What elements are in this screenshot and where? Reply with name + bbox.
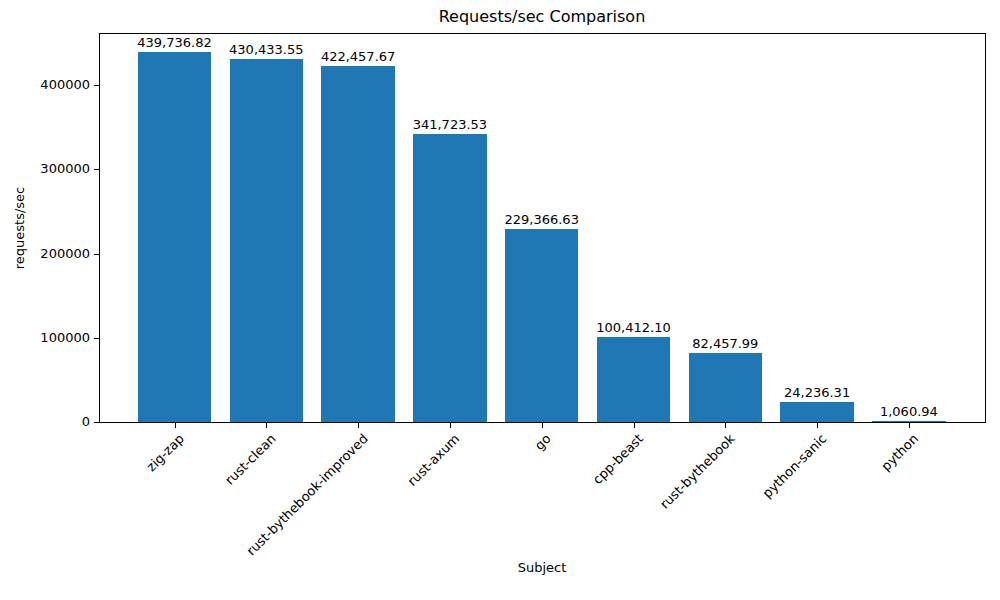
y-tick-mark (94, 254, 99, 255)
bar-value-label: 100,412.10 (564, 320, 704, 335)
x-tick-mark (450, 423, 451, 428)
x-tick-mark (817, 423, 818, 428)
x-tick-label: python (879, 431, 922, 474)
bar-value-label: 1,060.94 (839, 404, 979, 419)
x-tick-mark (634, 423, 635, 428)
y-tick-mark (94, 169, 99, 170)
y-tick-label: 300000 (0, 162, 90, 176)
x-axis-label: Subject (342, 560, 742, 576)
bar-value-label: 341,723.53 (380, 117, 520, 132)
x-tick-mark (358, 423, 359, 428)
y-tick-mark (94, 85, 99, 86)
x-tick-label: python-sanic (760, 431, 830, 501)
x-tick-label: rust-clean (222, 431, 279, 488)
x-tick-mark (266, 423, 267, 428)
y-tick-label: 0 (0, 415, 90, 429)
bar-value-label: 82,457.99 (655, 336, 795, 351)
bar-value-label: 24,236.31 (747, 385, 887, 400)
y-tick-label: 200000 (0, 247, 90, 261)
x-tick-mark (175, 423, 176, 428)
x-tick-label: go (532, 431, 554, 453)
x-tick-label: rust-axum (405, 431, 463, 489)
x-tick-mark (725, 423, 726, 428)
x-tick-label: rust-bythebook (657, 431, 738, 512)
y-tick-label: 400000 (0, 78, 90, 92)
y-tick-label: 100000 (0, 331, 90, 345)
x-tick-label: cpp-beast (590, 431, 646, 487)
y-tick-mark (94, 338, 99, 339)
bar-value-label: 229,366.63 (472, 212, 612, 227)
x-tick-mark (909, 423, 910, 428)
x-tick-mark (542, 423, 543, 428)
x-tick-label: zig-zap (144, 431, 187, 474)
axes-ticks-layer: 439,736.82zig-zap430,433.55rust-clean422… (0, 0, 1000, 600)
bar-value-label: 422,457.67 (288, 49, 428, 64)
bar-chart-figure: Requests/sec Comparison requests/sec 439… (0, 0, 1000, 600)
y-tick-mark (94, 422, 99, 423)
